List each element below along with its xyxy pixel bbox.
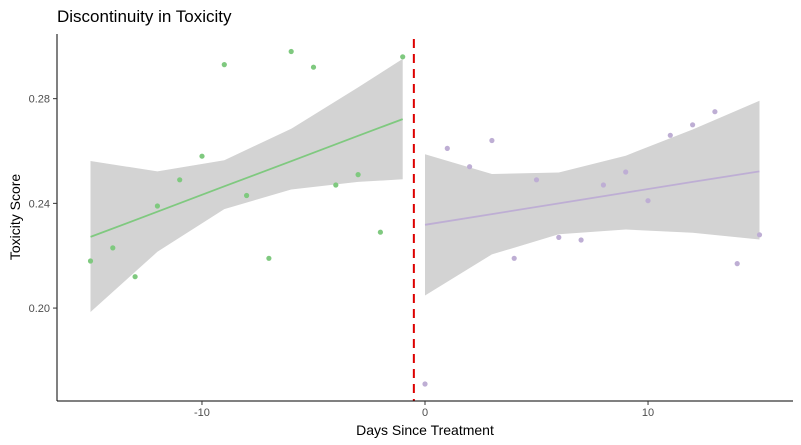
point-after bbox=[623, 169, 629, 175]
y-tick-label: 0.20 bbox=[29, 303, 50, 315]
fit-line-after bbox=[424, 170, 760, 226]
point-before bbox=[199, 153, 205, 159]
x-ticks: -10 0 10 bbox=[194, 401, 654, 419]
fit-lines bbox=[90, 118, 760, 238]
data-points bbox=[87, 48, 763, 387]
point-before bbox=[266, 255, 272, 261]
ribbon-before bbox=[90, 58, 403, 313]
y-tick-label: 0.24 bbox=[29, 198, 50, 210]
x-tick-label: 10 bbox=[642, 407, 654, 419]
point-after bbox=[645, 198, 651, 204]
point-after bbox=[756, 232, 763, 238]
point-before bbox=[110, 245, 116, 251]
point-after bbox=[578, 237, 584, 243]
y-tick-label: 0.28 bbox=[29, 94, 50, 106]
point-after bbox=[533, 177, 540, 183]
point-after bbox=[690, 122, 696, 128]
point-before bbox=[244, 192, 250, 199]
point-after bbox=[467, 164, 473, 170]
y-axis-label: Toxicity Score bbox=[7, 174, 23, 261]
point-after bbox=[556, 234, 562, 240]
point-after bbox=[511, 255, 517, 261]
point-after bbox=[712, 109, 718, 115]
point-before bbox=[400, 54, 406, 60]
point-before bbox=[377, 229, 383, 235]
point-before bbox=[221, 62, 227, 68]
x-tick-label: -10 bbox=[194, 407, 210, 419]
fit-line-before bbox=[90, 118, 404, 238]
point-before bbox=[288, 48, 294, 55]
point-before bbox=[333, 182, 339, 188]
confidence-ribbons bbox=[90, 58, 760, 313]
point-after bbox=[422, 381, 428, 387]
point-before bbox=[87, 258, 94, 264]
point-after bbox=[667, 132, 673, 138]
point-before bbox=[177, 177, 183, 183]
point-before bbox=[132, 274, 138, 280]
chart-title: Discontinuity in Toxicity bbox=[57, 7, 232, 26]
point-before bbox=[154, 203, 160, 209]
point-after bbox=[600, 182, 607, 188]
x-axis-label: Days Since Treatment bbox=[356, 422, 494, 438]
y-ticks: 0.20 0.24 0.28 bbox=[29, 94, 57, 315]
point-after bbox=[734, 261, 740, 267]
point-before bbox=[355, 172, 361, 178]
point-before bbox=[310, 64, 317, 70]
x-tick-label: 0 bbox=[422, 407, 428, 419]
point-after bbox=[444, 145, 450, 151]
point-after bbox=[489, 137, 495, 144]
